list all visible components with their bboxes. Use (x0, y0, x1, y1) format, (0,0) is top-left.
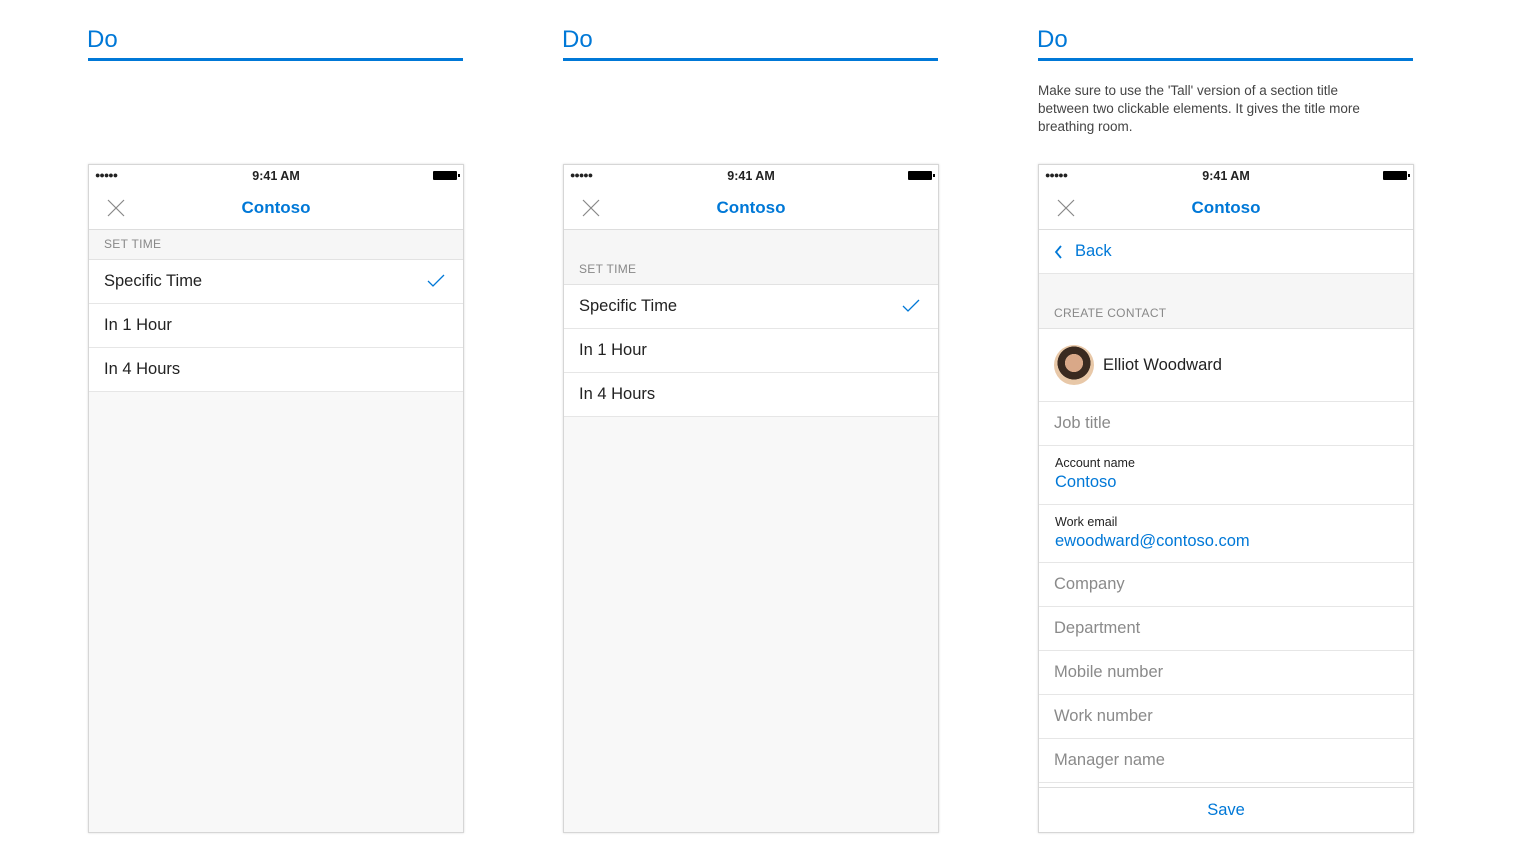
column-description: Make sure to use the 'Tall' version of a… (1038, 83, 1360, 134)
nav-bar: Contoso (89, 187, 463, 230)
field-placeholder: Work number (1054, 707, 1153, 725)
nav-bar: Contoso (1039, 187, 1413, 230)
field-placeholder: Manager name (1054, 751, 1165, 769)
phone-mockup: ●●●●● 9:41 AM Contoso Back CREATE CONTAC… (1038, 164, 1414, 833)
nav-title: Contoso (716, 198, 786, 217)
nav-bar: Contoso (564, 187, 938, 230)
work-number-field[interactable]: Work number (1039, 695, 1413, 739)
item-label: In 1 Hour (579, 341, 647, 359)
signal-icon: ●●●●● (570, 170, 593, 180)
work-email-field[interactable]: Work email ewoodward@contoso.com (1039, 505, 1413, 563)
nav-title: Contoso (1191, 198, 1261, 217)
section-header: SET TIME (89, 230, 463, 260)
chevron-left-icon (1054, 244, 1062, 259)
battery-icon (1383, 171, 1410, 180)
account-name-field[interactable]: Account name Contoso (1039, 446, 1413, 505)
status-time: 9:41 AM (727, 169, 775, 183)
checkmark-icon (902, 299, 920, 312)
battery-icon (433, 171, 460, 180)
back-button[interactable]: Back (1039, 230, 1413, 274)
contact-name: Elliot Woodward (1103, 355, 1222, 374)
list-item-4-hours[interactable]: In 4 Hours (564, 373, 938, 417)
field-label: Account name (1055, 456, 1135, 470)
save-button[interactable]: Save (1039, 787, 1413, 832)
status-time: 9:41 AM (252, 169, 300, 183)
section-header-tall: SET TIME (564, 230, 938, 285)
list-item-4-hours[interactable]: In 4 Hours (89, 348, 463, 392)
section-header-tall: CREATE CONTACT (1039, 274, 1413, 329)
checkmark-icon (427, 274, 445, 287)
phone-mockup: ●●●●● 9:41 AM Contoso SET TIME Specific … (88, 164, 464, 833)
status-bar: ●●●●● 9:41 AM (1039, 165, 1413, 187)
signal-icon: ●●●●● (95, 170, 118, 180)
department-field[interactable]: Department (1039, 607, 1413, 651)
heading-rule (563, 58, 938, 61)
field-value: ewoodward@contoso.com (1055, 532, 1250, 550)
field-placeholder: Job title (1054, 414, 1111, 432)
item-label: In 4 Hours (104, 360, 181, 378)
contact-row[interactable]: Elliot Woodward (1039, 329, 1413, 402)
list-item-specific-time[interactable]: Specific Time (89, 260, 463, 304)
item-label: Specific Time (579, 297, 678, 315)
status-bar: ●●●●● 9:41 AM (89, 165, 463, 187)
battery-icon (908, 171, 935, 180)
nav-title: Contoso (241, 198, 311, 217)
company-field[interactable]: Company (1039, 563, 1413, 607)
field-label: Work email (1055, 515, 1118, 529)
mobile-number-field[interactable]: Mobile number (1039, 651, 1413, 695)
column-heading: Do (562, 26, 593, 53)
list-item-1-hour[interactable]: In 1 Hour (89, 304, 463, 348)
status-bar: ●●●●● 9:41 AM (564, 165, 938, 187)
heading-rule (88, 58, 463, 61)
item-label: In 1 Hour (104, 316, 172, 334)
job-title-field[interactable]: Job title (1039, 402, 1413, 446)
list-item-specific-time[interactable]: Specific Time (564, 285, 938, 329)
field-placeholder: Company (1054, 575, 1125, 593)
signal-icon: ●●●●● (1045, 170, 1068, 180)
close-icon[interactable] (1055, 197, 1077, 219)
back-label: Back (1075, 242, 1112, 260)
manager-name-field[interactable]: Manager name (1039, 739, 1413, 783)
item-label: In 4 Hours (579, 385, 656, 403)
field-placeholder: Department (1054, 619, 1141, 637)
close-icon[interactable] (105, 197, 127, 219)
phone-mockup: ●●●●● 9:41 AM Contoso SET TIME Specific … (563, 164, 939, 833)
close-icon[interactable] (580, 197, 602, 219)
field-placeholder: Mobile number (1054, 663, 1164, 681)
avatar (1054, 345, 1094, 385)
list-item-1-hour[interactable]: In 1 Hour (564, 329, 938, 373)
field-value: Contoso (1055, 473, 1117, 491)
column-heading: Do (87, 26, 118, 53)
item-label: Specific Time (104, 272, 203, 290)
status-time: 9:41 AM (1202, 169, 1250, 183)
heading-rule (1038, 58, 1413, 61)
column-heading: Do (1037, 26, 1068, 53)
